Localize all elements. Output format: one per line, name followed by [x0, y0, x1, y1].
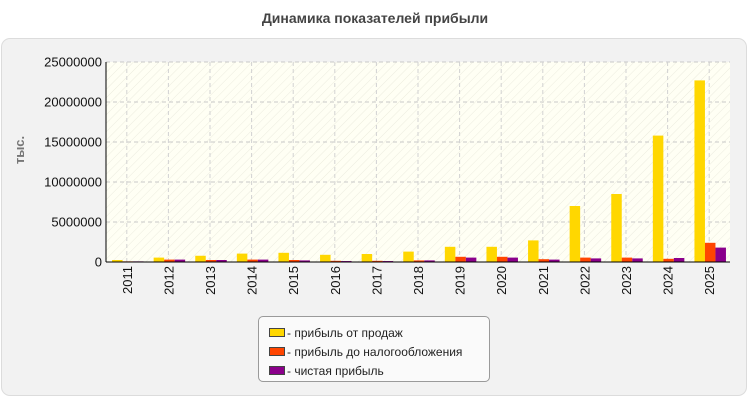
bar-2022-series-2 — [580, 257, 591, 262]
bar-2017-series-1 — [361, 254, 373, 262]
bar-2014-series-2 — [247, 259, 258, 262]
bar-2025-series-1 — [694, 80, 705, 263]
bar-2014-series-3 — [257, 259, 269, 262]
chart-title: Динамика показателей прибыли — [261, 10, 489, 26]
legend-label-net-profit: - чистая прибыль — [287, 363, 384, 378]
x-tick-label: 2016 — [328, 266, 343, 295]
bar-2013-series-2 — [205, 260, 217, 262]
bar-2019-series-2 — [455, 256, 466, 262]
bar-2020-series-1 — [486, 246, 497, 262]
x-tick-label: 2021 — [536, 266, 551, 295]
x-tick-label: 2023 — [619, 266, 634, 295]
bar-2021-series-3 — [549, 259, 560, 262]
bar-2012-series-3 — [174, 259, 186, 262]
bar-2025-series-2 — [704, 242, 716, 262]
legend-label-sales-profit: - прибыль от продаж — [287, 325, 403, 340]
bar-2016-series-2 — [330, 260, 342, 262]
y-tick-label: 20000000 — [44, 95, 102, 110]
bar-2023-series-2 — [621, 257, 633, 262]
y-tick-label: 25000000 — [44, 55, 102, 70]
x-tick-label: 2011 — [120, 266, 135, 294]
x-tick-label: 2019 — [453, 266, 468, 295]
x-tick-label: 2024 — [661, 266, 676, 295]
x-tick-label: 2025 — [702, 266, 717, 295]
x-tick-label: 2017 — [369, 266, 384, 295]
bar-2020-series-2 — [496, 256, 508, 262]
bar-2022-series-1 — [569, 206, 581, 262]
bar-2021-series-1 — [528, 240, 539, 262]
bar-2017-series-2 — [372, 260, 383, 262]
bar-2022-series-3 — [590, 258, 602, 262]
bar-2015-series-3 — [299, 260, 310, 262]
y-tick-label: 15000000 — [44, 135, 102, 150]
bar-2023-series-3 — [632, 258, 643, 262]
legend-swatch-pretax-profit — [269, 347, 285, 356]
bar-2023-series-1 — [611, 194, 622, 262]
legend-swatch-sales-profit — [269, 328, 285, 337]
bar-2025-series-3 — [715, 247, 726, 262]
chart-legend: - прибыль от продаж - прибыль до налогоо… — [258, 316, 490, 382]
y-tick-label: 10000000 — [44, 175, 102, 190]
x-tick-label: 2022 — [577, 266, 592, 295]
x-tick-label: 2014 — [245, 266, 260, 295]
bar-2015-series-2 — [288, 260, 300, 262]
legend-item-pretax-profit: - прибыль до налогообложения — [269, 342, 489, 361]
legend-swatch-net-profit — [269, 366, 285, 375]
bar-2013-series-1 — [195, 255, 206, 262]
x-tick-label: 2015 — [286, 266, 301, 295]
bar-2014-series-1 — [236, 253, 248, 262]
bar-2018-series-1 — [403, 251, 414, 262]
bar-2012-series-2 — [164, 259, 175, 262]
x-tick-label: 2012 — [161, 266, 176, 295]
bar-2019-series-1 — [444, 246, 456, 262]
legend-item-sales-profit: - прибыль от продаж — [269, 323, 489, 342]
bar-2020-series-3 — [507, 257, 518, 262]
legend-label-pretax-profit: - прибыль до налогообложения — [287, 344, 463, 359]
bar-2019-series-3 — [465, 257, 477, 262]
y-tick-label: 0 — [95, 255, 102, 270]
y-axis-label: тыс. — [12, 136, 27, 164]
bar-2024-series-1 — [652, 135, 664, 262]
y-tick-label: 5000000 — [51, 215, 102, 230]
x-tick-label: 2020 — [494, 266, 509, 295]
x-tick-label: 2018 — [411, 266, 426, 295]
bar-2012-series-1 — [153, 257, 165, 262]
bar-2021-series-2 — [538, 259, 550, 262]
bar-2024-series-2 — [663, 258, 674, 262]
bar-2018-series-3 — [424, 260, 435, 262]
bar-2016-series-1 — [320, 254, 331, 262]
bar-2024-series-3 — [673, 258, 685, 262]
bar-2018-series-2 — [413, 260, 425, 262]
bar-2011-series-1 — [112, 260, 123, 262]
legend-item-net-profit: - чистая прибыль — [269, 361, 489, 380]
bar-2013-series-3 — [216, 260, 227, 262]
bar-2015-series-1 — [278, 252, 289, 262]
x-tick-label: 2013 — [203, 266, 218, 295]
